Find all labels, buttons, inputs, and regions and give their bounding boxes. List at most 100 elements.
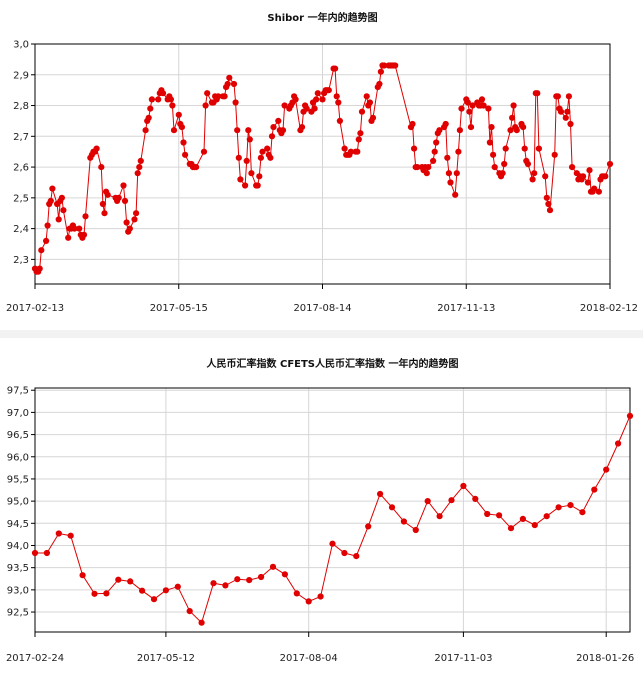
- shibor-data-point: [430, 157, 437, 164]
- shibor-data-point: [520, 124, 527, 131]
- shibor-data-point: [447, 179, 454, 186]
- shibor-data-point: [355, 136, 362, 143]
- shibor-data-point: [542, 173, 549, 180]
- cfets-data-point: [186, 608, 193, 615]
- cfets-data-point: [519, 515, 527, 522]
- shibor-data-point: [65, 234, 72, 241]
- shibor-data-point: [133, 210, 140, 217]
- shibor-data-point: [464, 99, 471, 106]
- shibor-data-point: [167, 96, 174, 103]
- cfets-chart-title: 人民币汇率指数 CFETS人民币汇率指数 一年内的趋势图: [207, 357, 459, 370]
- shibor-data-point: [534, 90, 541, 97]
- shibor-data-point: [467, 124, 475, 131]
- cfets-data-point: [388, 504, 396, 511]
- cfets-x-tick-label: 2018-01-26: [576, 653, 634, 664]
- shibor-y-tick-label: 3,0: [13, 40, 29, 51]
- shibor-data-point: [254, 182, 261, 189]
- shibor-data-point: [178, 124, 185, 131]
- shibor-data-point: [354, 148, 361, 155]
- shibor-data-point: [564, 108, 571, 115]
- shibor-data-point: [466, 108, 473, 115]
- shibor-data-point: [147, 105, 154, 112]
- shibor-data-point: [535, 145, 543, 152]
- shibor-data-point: [55, 216, 62, 223]
- shibor-y-tick-label: 2,5: [13, 193, 29, 204]
- shibor-data-point: [123, 219, 130, 226]
- shibor-data-point: [93, 145, 100, 152]
- shibor-x-tick-label: 2017-02-13: [6, 303, 64, 314]
- shibor-data-point: [486, 139, 493, 146]
- cfets-data-point: [579, 509, 586, 516]
- shibor-data-point: [452, 191, 459, 198]
- shibor-data-point: [445, 170, 452, 177]
- shibor-data-point: [358, 108, 366, 115]
- cfets-data-point: [365, 523, 372, 530]
- shibor-data-point: [279, 127, 287, 134]
- shibor-data-point: [226, 74, 233, 81]
- cfets-data-point: [626, 412, 634, 419]
- shibor-x-tick-label: 2017-08-14: [293, 303, 351, 314]
- cfets-line-chart: 人民币汇率指数 CFETS人民币汇率指数 一年内的趋势图 92,5 93,0 93,5…: [6, 357, 634, 664]
- cfets-data-point: [222, 582, 229, 589]
- shibor-data-point: [478, 96, 486, 103]
- shibor-x-tick-label: 2018-02-12: [580, 303, 638, 314]
- shibor-data-point: [333, 93, 340, 100]
- shibor-data-point: [215, 93, 222, 100]
- shibor-data-point: [507, 127, 514, 134]
- shibor-data-point: [442, 120, 449, 128]
- shibor-data-point: [204, 90, 211, 97]
- shibor-data-point: [425, 164, 432, 171]
- cfets-data-point: [281, 571, 288, 578]
- shibor-data-point: [557, 108, 565, 115]
- shibor-data-point: [591, 185, 598, 192]
- shibor-data-point: [357, 130, 364, 137]
- shibor-y-tick-label: 2,3: [13, 255, 29, 266]
- cfets-data-point: [543, 513, 550, 520]
- shibor-data-point: [275, 117, 282, 124]
- cfets-x-tick-label: 2017-08-04: [280, 653, 338, 664]
- shibor-data-point: [377, 68, 384, 75]
- cfets-data-point: [150, 596, 158, 603]
- cfets-data-point: [484, 510, 491, 518]
- shibor-data-point: [58, 194, 65, 201]
- shibor-data-point: [567, 120, 574, 128]
- shibor-data-point: [180, 139, 187, 146]
- shibor-data-point: [455, 148, 462, 155]
- shibor-data-point: [270, 124, 277, 131]
- shibor-data-point: [580, 173, 587, 180]
- shibor-x-tick-label: 2017-11-13: [437, 303, 495, 314]
- shibor-data-point: [235, 154, 242, 161]
- shibor-data-point: [224, 80, 231, 88]
- shibor-data-point: [134, 170, 141, 177]
- shibor-data-point: [485, 105, 492, 112]
- shibor-data-point: [325, 87, 332, 94]
- shibor-data-point: [237, 176, 244, 183]
- cfets-data-point: [67, 532, 74, 539]
- shibor-data-point: [513, 127, 520, 134]
- shibor-data-point: [242, 182, 249, 189]
- cfets-data-point: [496, 512, 503, 519]
- cfets-data-point: [436, 513, 443, 520]
- shibor-data-point: [268, 133, 276, 140]
- shibor-data-point: [175, 111, 182, 118]
- cfets-y-tick-label: 93,5: [7, 563, 29, 574]
- cfets-data-point: [139, 587, 146, 594]
- cfets-data-point: [412, 526, 419, 534]
- cfets-data-point: [103, 590, 110, 597]
- shibor-data-point: [60, 207, 67, 214]
- shibor-data-point: [36, 265, 43, 272]
- shibor-data-point: [71, 225, 78, 232]
- cfets-data-point: [329, 540, 336, 547]
- cfets-data-point: [162, 587, 169, 594]
- shibor-data-point: [551, 151, 558, 158]
- cfets-data-point: [210, 580, 217, 587]
- cfets-data-point: [55, 530, 62, 537]
- shibor-data-point: [311, 105, 318, 112]
- shibor-y-tick-label: 2,6: [13, 163, 29, 174]
- shibor-data-point: [363, 93, 370, 100]
- cfets-y-tick-label: 95,0: [7, 497, 29, 508]
- shibor-data-point: [246, 136, 253, 143]
- cfets-y-tick-label: 95,5: [7, 474, 29, 485]
- shibor-data-point: [314, 90, 321, 97]
- shibor-data-point: [169, 102, 176, 109]
